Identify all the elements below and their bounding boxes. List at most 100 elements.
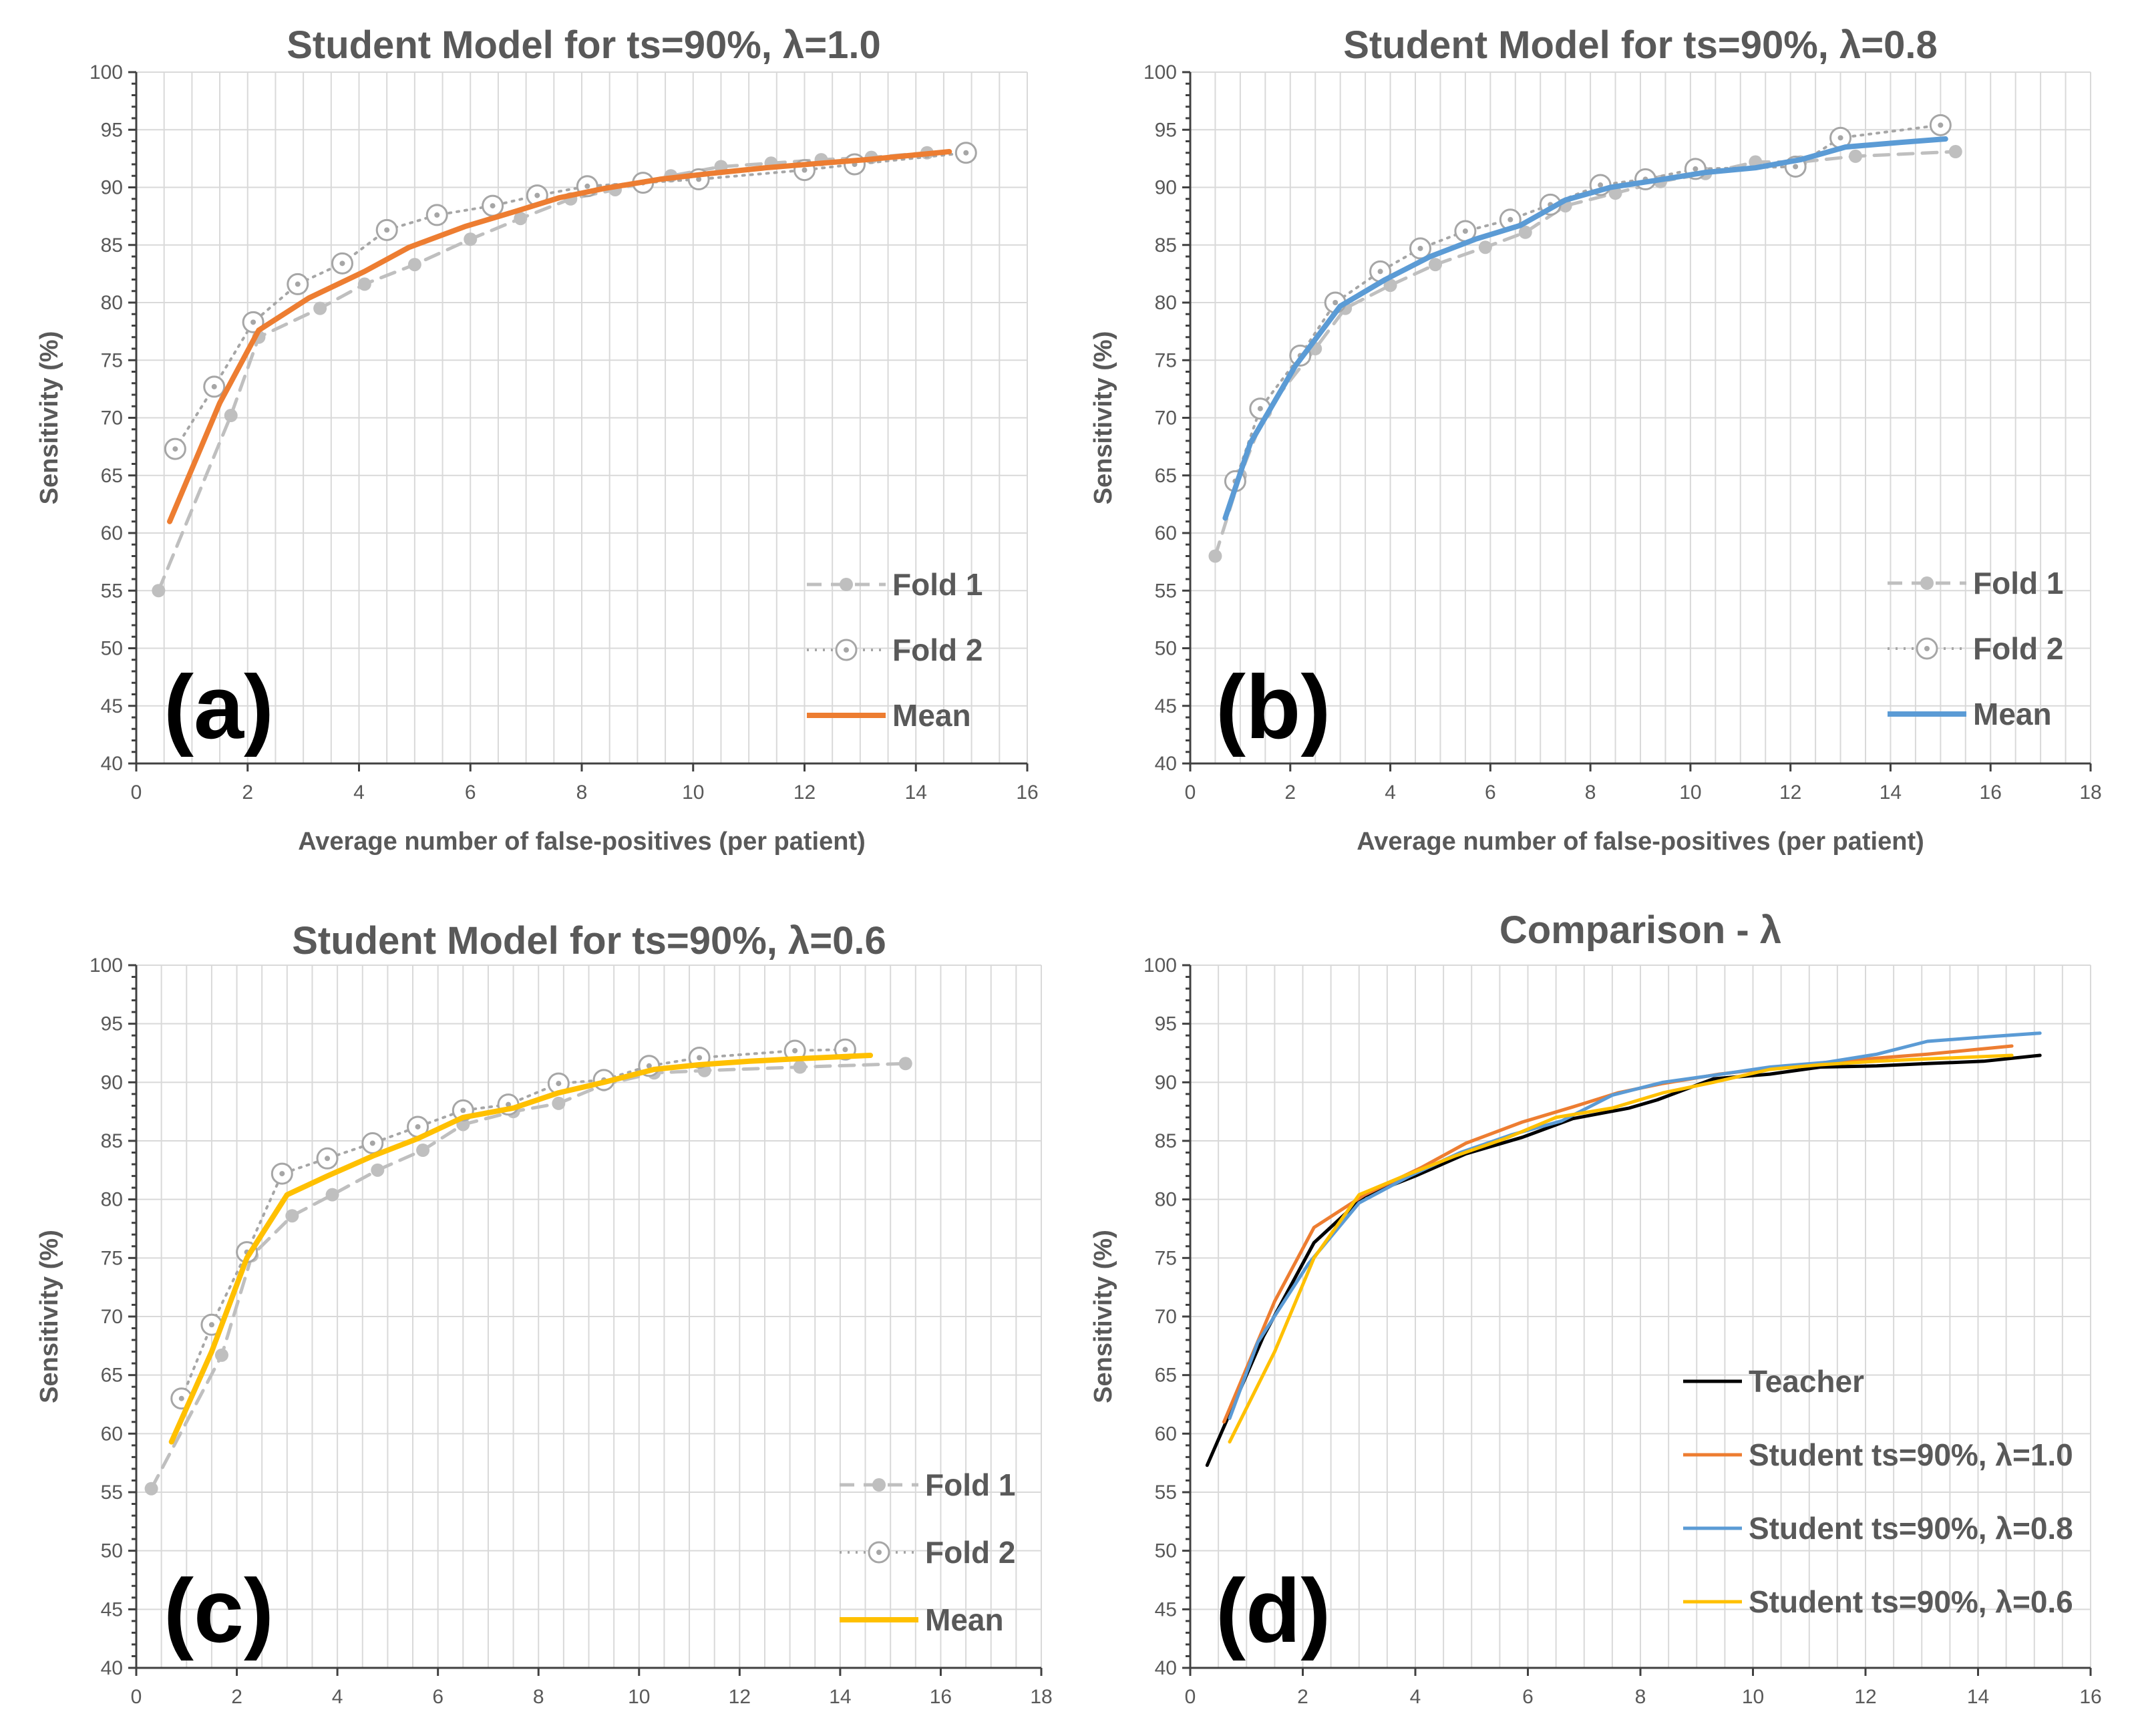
y-tick-label: 45 [1155,1598,1177,1620]
y-tick-label: 95 [101,1013,123,1035]
x-tick-label: 16 [2079,1686,2101,1708]
data-point [1208,549,1222,563]
chart-title: Student Model for ts=90%, λ=0.6 [292,919,886,963]
y-tick-label: 75 [1155,1247,1177,1269]
y-tick-label: 50 [1155,1540,1177,1562]
data-point [371,1163,385,1177]
x-tick-label: 12 [1854,1686,1876,1708]
panel-label: (b) [1216,657,1330,757]
y-tick-label: 95 [1155,1013,1177,1035]
panel-label: (d) [1216,1560,1330,1661]
series-fold-1 [1208,145,1962,563]
y-tick-label: 75 [1155,349,1177,371]
data-point [224,409,238,423]
series-line [1222,136,1948,521]
series-line [1228,1031,2042,1420]
series-line [1205,1053,2042,1467]
y-tick-label: 70 [101,407,123,429]
legend-entry: Student ts=90%, λ=0.6 [1683,1584,2073,1619]
data-point-center [1938,122,1944,128]
y-tick-label: 90 [101,1071,123,1093]
y-tick-label: 55 [1155,580,1177,602]
x-tick-label: 6 [1522,1686,1534,1708]
series-fold-1 [144,1057,912,1496]
data-point [407,258,421,272]
legend-entry: Mean [840,1602,1004,1637]
y-tick-label: 50 [1155,638,1177,660]
y-tick-label: 80 [101,1189,123,1211]
data-point-center [434,212,440,218]
x-tick-label: 16 [1980,782,2002,804]
y-tick-label: 40 [1155,753,1177,775]
data-point [1518,225,1532,239]
y-tick-label: 80 [101,292,123,314]
x-tick-label: 6 [1485,782,1496,804]
x-axis-title: Average number of false-positives (per p… [1357,828,1924,856]
x-tick-label: 14 [1967,1686,1989,1708]
data-point [144,1482,158,1496]
series-mean [1222,136,1948,521]
legend-entry: Student ts=90%, λ=0.8 [1683,1511,2073,1546]
data-point-center [1377,269,1383,275]
data-point-center [1257,405,1263,411]
y-tick-label: 100 [90,954,123,977]
data-point-center [963,150,969,156]
series-fold-2 [170,1038,856,1410]
data-point-center [1417,245,1423,251]
legend-entry: Fold 1 [1888,566,2063,600]
y-tick-label: 85 [101,234,123,256]
x-tick-label: 12 [1779,782,1801,804]
series-line [180,1048,847,1400]
data-point [152,584,166,598]
y-tick-label: 90 [101,177,123,199]
legend-entry: Fold 2 [807,633,983,667]
x-tick-label: 18 [1030,1686,1052,1708]
y-tick-label: 50 [101,1540,123,1562]
data-point [898,1057,912,1071]
series-line [174,151,968,451]
y-tick-label: 65 [1155,1365,1177,1387]
data-point [793,1060,807,1074]
y-tick-label: 60 [101,1423,123,1445]
y-tick-label: 65 [1155,465,1177,487]
legend-label: Fold 2 [1973,631,2063,666]
legend-label: Fold 1 [1973,566,2063,600]
x-tick-label: 14 [905,782,927,804]
x-tick-label: 10 [1742,1686,1764,1708]
data-point-center [556,1081,562,1087]
y-tick-label: 100 [1143,61,1177,83]
x-tick-label: 2 [1284,782,1296,804]
panel-label: (c) [164,1560,274,1661]
data-point-center [792,1047,798,1053]
series-student-ts-90-1-0 [1222,1044,2014,1424]
y-tick-label: 90 [1155,177,1177,199]
legend-label: Mean [1973,697,2052,731]
data-point [285,1209,299,1223]
legend-label: Mean [925,1602,1004,1637]
legend-entry: Fold 2 [840,1535,1015,1570]
y-tick-label: 45 [1155,695,1177,717]
data-point-center [1693,166,1699,172]
y-tick-label: 40 [101,753,123,775]
legend-entry: Student ts=90%, λ=1.0 [1683,1437,2073,1472]
legend-entry: Fold 1 [840,1467,1015,1502]
x-tick-label: 10 [628,1686,650,1708]
y-axis-title: Sensitivity (%) [1089,331,1117,505]
series-mean [167,149,952,524]
series-line [150,1061,908,1491]
data-point-center [646,1063,652,1069]
data-point-center [506,1101,512,1107]
legend-label: Fold 2 [925,1535,1015,1570]
y-tick-label: 65 [101,465,123,487]
y-tick-label: 60 [1155,1423,1177,1445]
legend-marker [1920,576,1934,590]
y-tick-label: 95 [1155,119,1177,141]
y-tick-label: 40 [1155,1657,1177,1679]
x-tick-label: 0 [1185,1686,1196,1708]
y-tick-label: 70 [1155,407,1177,429]
x-tick-label: 2 [1297,1686,1308,1708]
data-point [357,277,371,291]
data-point [514,212,528,226]
data-point-center [1507,216,1514,222]
y-axis-title: Sensitivity (%) [1089,1230,1117,1403]
